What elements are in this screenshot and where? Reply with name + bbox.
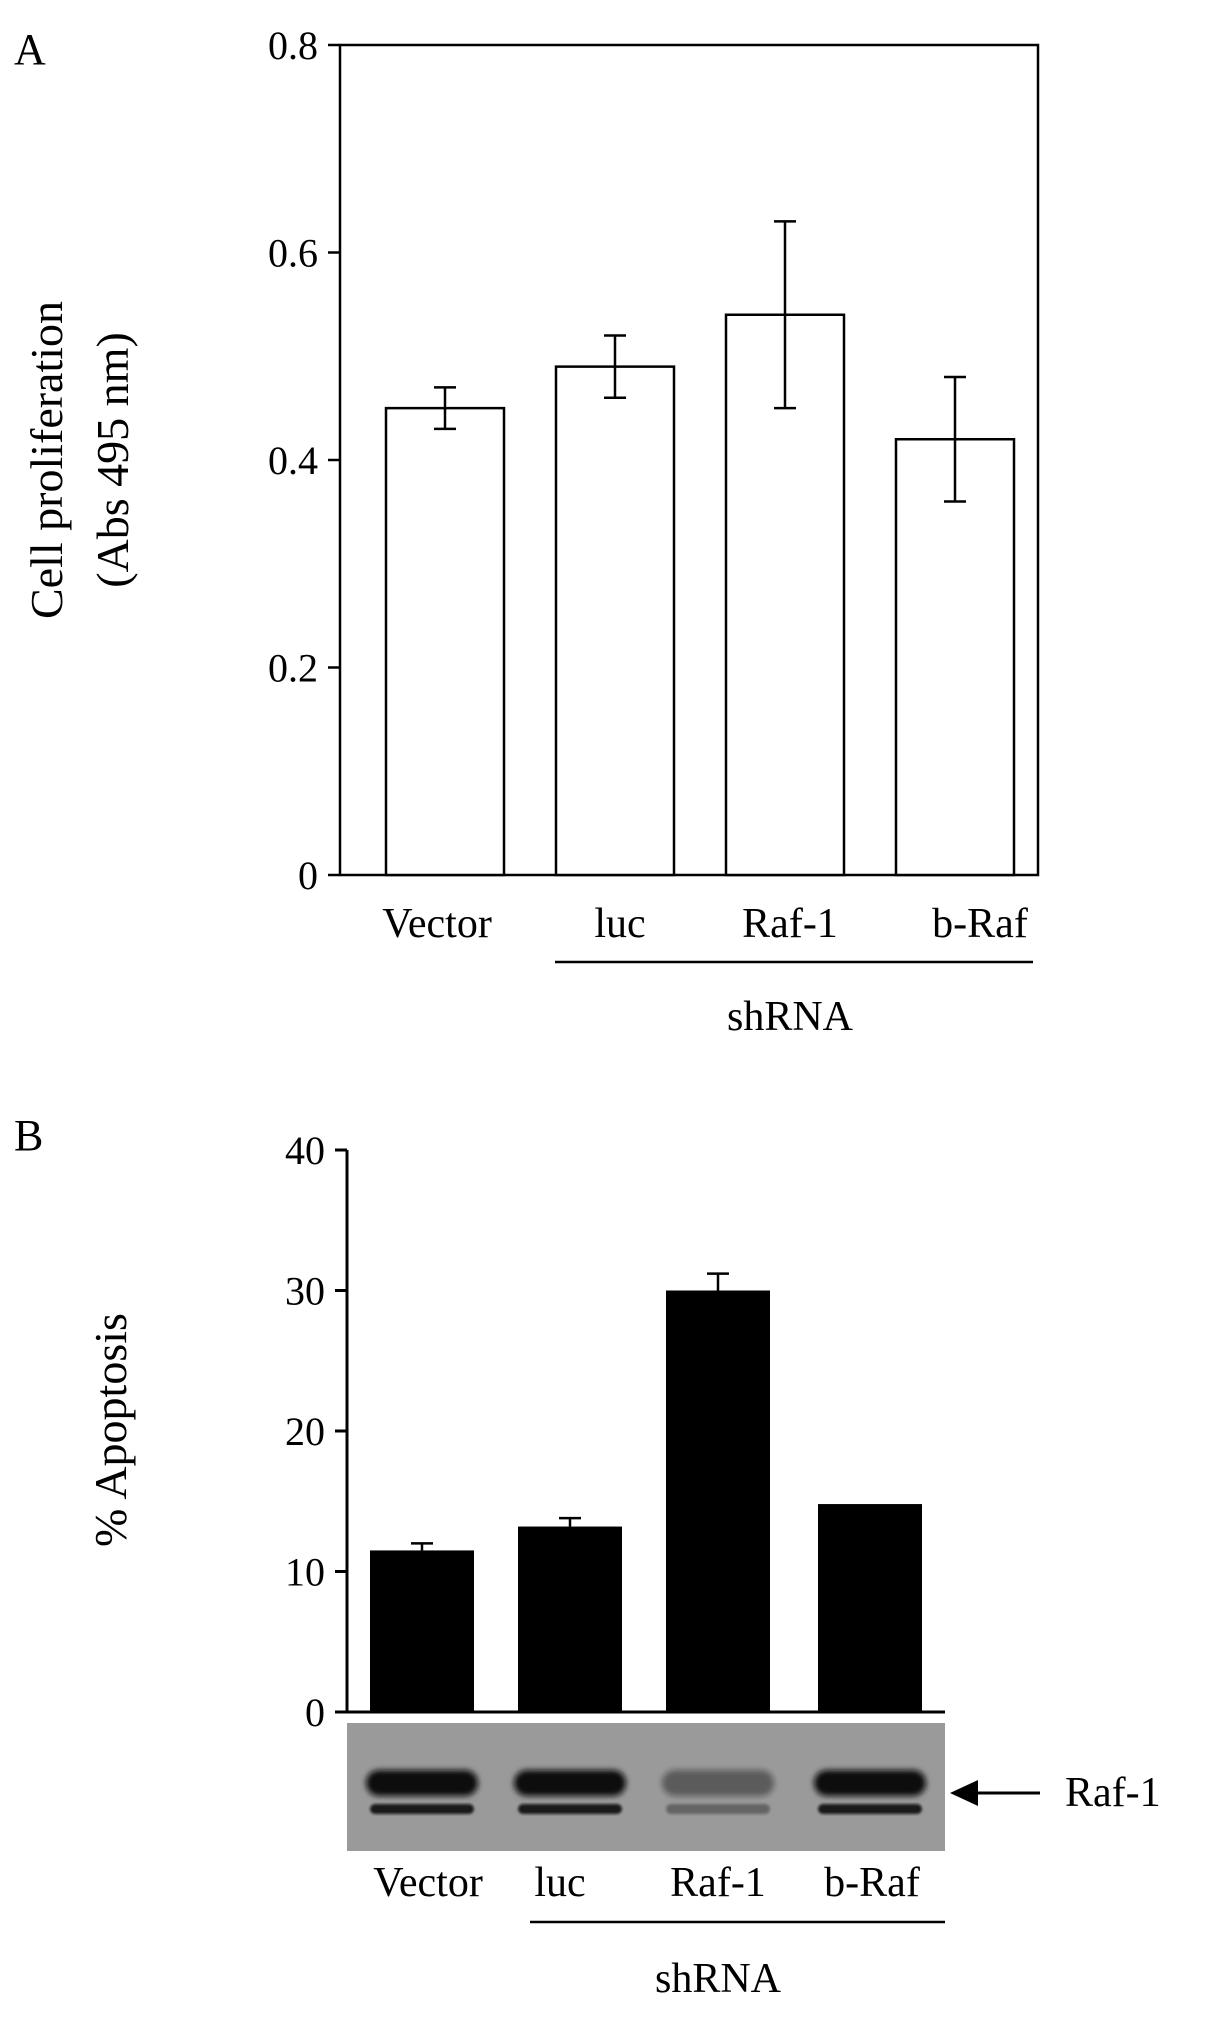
y-axis-label: % Apoptosis [85, 1313, 136, 1547]
bar [894, 438, 1016, 877]
y-axis-label-line1: Cell proliferation [21, 301, 72, 619]
group-label: shRNA [727, 994, 854, 1040]
bar [384, 406, 506, 877]
x-tick-label: luc [594, 901, 645, 947]
x-tick-label: b-Raf [932, 901, 1028, 947]
blot-band-upper [814, 1770, 926, 1796]
x-tick-label: Vector [373, 1860, 483, 1906]
y-tick-label: 20 [285, 1409, 325, 1454]
y-axis-label-line2: (Abs 495 nm) [87, 332, 138, 588]
y-tick-label: 0.2 [268, 646, 318, 691]
x-tick-label: Raf-1 [670, 1860, 766, 1906]
blot-band-upper [662, 1770, 774, 1796]
x-tick-label: Vector [382, 901, 492, 947]
y-tick-label: 0.4 [268, 438, 318, 483]
panel-b: B 0 10 20 30 40 % Apoptosis Raf-1 Vector luc Raf-… [14, 1111, 1161, 2002]
y-tick-label: 0 [298, 853, 318, 898]
blot-band-lower [818, 1804, 922, 1814]
blot-band-lower [370, 1804, 474, 1814]
blot-band-upper [514, 1770, 626, 1796]
y-tick-label: 30 [285, 1269, 325, 1314]
blot-label: Raf-1 [1065, 1770, 1161, 1816]
y-tick-label: 10 [285, 1550, 325, 1595]
panel-b-letter: B [14, 1111, 43, 1160]
y-axis-label: Cell proliferation (Abs 495 nm) [21, 301, 138, 619]
y-tick-label: 40 [285, 1128, 325, 1173]
bar [370, 1550, 474, 1712]
y-tick-label: 0 [305, 1690, 325, 1735]
group-label: shRNA [655, 1956, 782, 2002]
y-tick-label: 0.6 [268, 231, 318, 276]
blot-band-lower [666, 1804, 770, 1814]
blot-band-upper [366, 1770, 478, 1796]
x-tick-label: luc [534, 1860, 585, 1906]
blot-band-lower [518, 1804, 622, 1814]
bar [818, 1504, 922, 1712]
x-tick-label: b-Raf [824, 1860, 920, 1906]
x-tick-label: Raf-1 [742, 901, 838, 947]
bar [666, 1290, 770, 1712]
panel-a: A 0 0.2 0.4 0.6 0.8 Vector luc Raf-1 b-Raf shRNA C… [14, 23, 1040, 1040]
bar [554, 365, 676, 877]
panel-a-letter: A [14, 25, 46, 74]
bar [518, 1526, 622, 1712]
blot-arrow-head [950, 1780, 978, 1806]
y-tick-label: 0.8 [268, 23, 318, 68]
